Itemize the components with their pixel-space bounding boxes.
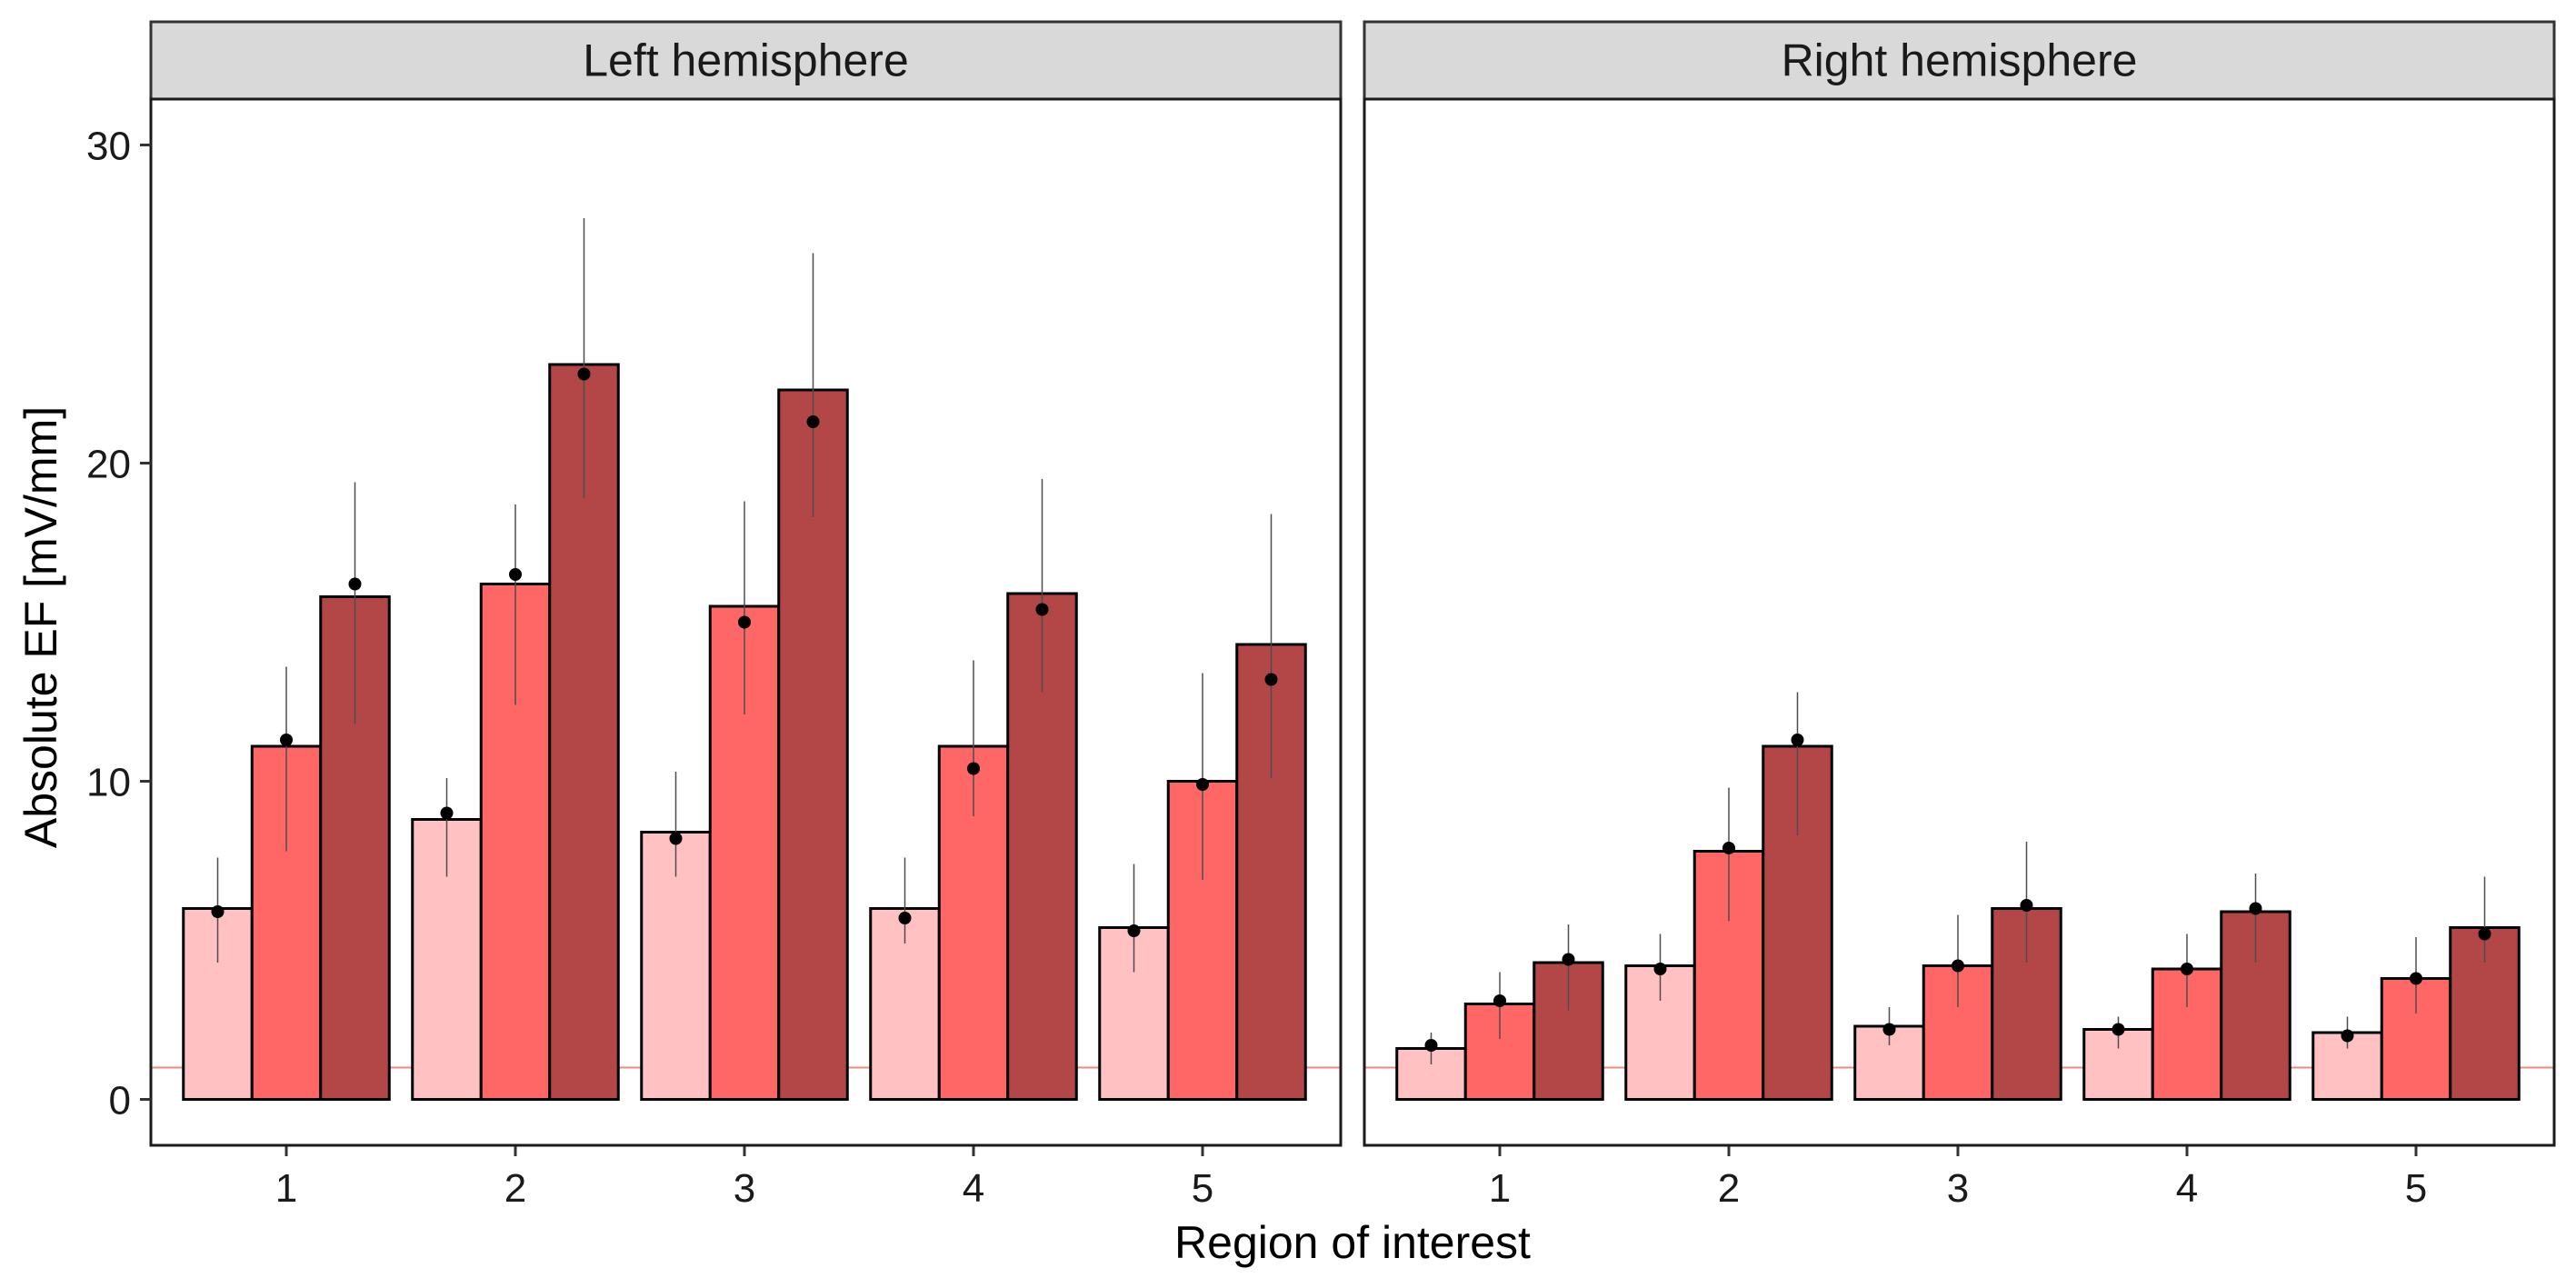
data-point: [898, 912, 912, 924]
panels-layer: Left hemisphere 1 2 3 4 5 Right hemisphere 1 2 3 4…: [149, 20, 2556, 1211]
data-point: [1196, 778, 1209, 791]
x-tick-label: 2: [1718, 1166, 1740, 1211]
points: [1424, 734, 2491, 1052]
data-point: [1493, 994, 1506, 1007]
data-point: [806, 415, 820, 428]
data-point: [348, 577, 362, 591]
y-axis: 0 10 20 30: [86, 125, 151, 1123]
panel-1: Left hemisphere 1 2 3 4 5: [149, 20, 1343, 1211]
data-point: [577, 367, 591, 381]
data-point: [2112, 1023, 2125, 1036]
data-point: [1127, 924, 1141, 937]
panel-title: Left hemisphere: [583, 35, 909, 86]
data-point: [967, 762, 980, 775]
bar: [1692, 850, 1765, 1101]
x-tick-label: 1: [1489, 1166, 1511, 1211]
data-point: [280, 734, 293, 746]
data-point: [2020, 899, 2033, 912]
data-point: [440, 806, 454, 820]
x-tick-label: 5: [2405, 1166, 2427, 1211]
data-point: [1653, 963, 1667, 975]
panel-strip: [1363, 20, 2556, 101]
data-point: [2181, 963, 2193, 975]
data-point: [2249, 902, 2262, 915]
x-tick-label: 3: [734, 1166, 755, 1211]
data-point: [669, 832, 683, 845]
x-tick-label: 3: [1947, 1166, 1969, 1211]
panel-strip: [149, 20, 1343, 101]
y-tick-label: 30: [86, 125, 131, 169]
data-point: [1424, 1039, 1438, 1052]
data-point: [2478, 927, 2491, 941]
data-point: [738, 615, 751, 629]
y-tick-label: 0: [109, 1079, 131, 1123]
data-point: [2341, 1029, 2354, 1043]
panel-title: Right hemisphere: [1782, 35, 2138, 86]
y-axis-title: Absolute EF [mV/mm]: [15, 406, 66, 848]
data-point: [1791, 734, 1804, 746]
panel-frame: [149, 97, 1343, 1147]
points: [211, 367, 1278, 937]
x-tick-label: 2: [504, 1166, 526, 1211]
data-point: [509, 568, 522, 581]
panel-frame: [1363, 97, 2556, 1147]
data-point: [1882, 1023, 1896, 1036]
data-point: [2410, 972, 2422, 985]
data-point: [211, 905, 225, 918]
x-tick-label: 4: [963, 1166, 984, 1211]
x-tick-label: 4: [2176, 1166, 2198, 1211]
data-point: [1035, 603, 1049, 616]
x-axis-title: Region of interest: [1174, 1217, 1531, 1268]
panel-2: Right hemisphere 1 2 3 4 5: [1363, 20, 2556, 1211]
data-point: [1952, 959, 1964, 973]
data-point: [1264, 673, 1278, 686]
y-tick-label: 10: [86, 761, 131, 805]
data-point: [1562, 953, 1575, 966]
error-bars: [216, 218, 1273, 973]
x-tick-label: 1: [275, 1166, 297, 1211]
x-tick-label: 5: [1192, 1166, 1213, 1211]
data-point: [1722, 842, 1735, 854]
y-tick-label: 20: [86, 443, 131, 487]
